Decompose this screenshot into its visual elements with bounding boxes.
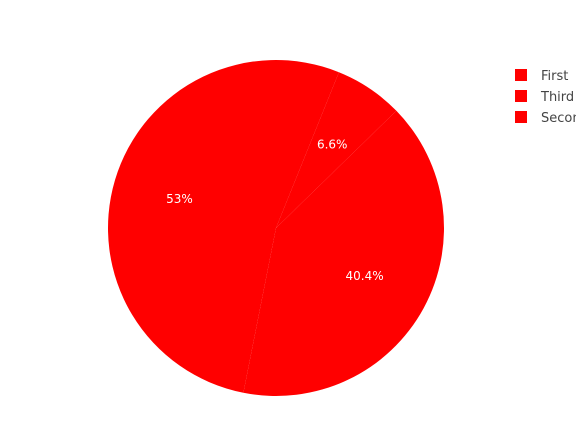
legend-label-third: Third	[540, 90, 574, 105]
slice-label-second: 53%	[166, 192, 193, 206]
legend: First Third Second	[515, 69, 576, 126]
legend-swatch-first	[515, 69, 527, 81]
slice-label-third: 40.4%	[346, 269, 384, 283]
legend-item-second[interactable]: Second	[515, 111, 576, 126]
legend-swatch-third	[515, 90, 527, 102]
slice-label-first: 6.6%	[317, 137, 348, 151]
legend-item-first[interactable]: First	[515, 69, 568, 84]
pie-slice-first[interactable]	[276, 72, 397, 228]
pie-slice-second[interactable]	[108, 59, 339, 393]
legend-label-second: Second	[541, 111, 576, 126]
legend-label-first: First	[541, 69, 568, 84]
pie-slice-third[interactable]	[243, 110, 445, 396]
pie-labels: 6.6% 40.4% 53%	[166, 137, 384, 283]
legend-item-third[interactable]: Third	[515, 90, 574, 105]
pie-slices	[108, 59, 445, 396]
legend-swatch-second	[515, 111, 527, 123]
